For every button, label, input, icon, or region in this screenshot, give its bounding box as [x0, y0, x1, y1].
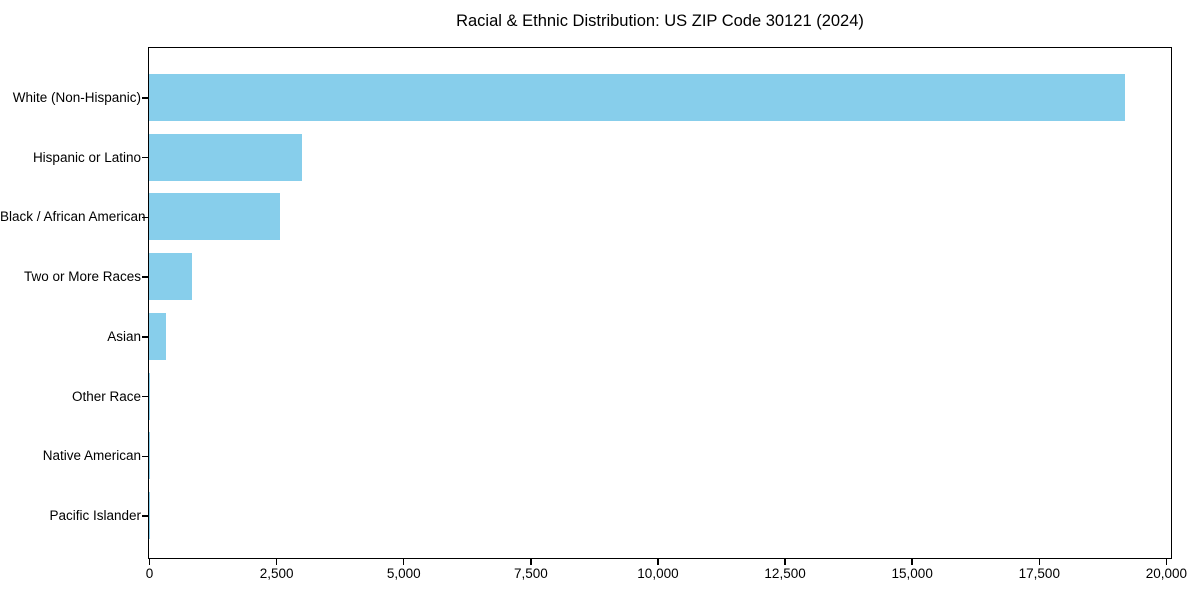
x-tick-mark [784, 559, 786, 565]
x-tick-mark [275, 559, 278, 565]
y-tick-label: Asian [107, 328, 141, 344]
x-tick-label: 17,500 [1018, 566, 1060, 581]
x-tick-mark [1165, 559, 1168, 565]
x-tick-mark [402, 559, 405, 565]
x-tick-label: 2,500 [259, 566, 294, 581]
y-tick-mark [141, 395, 148, 398]
y-tick-mark [141, 455, 148, 458]
bar-two-or-more-races [149, 253, 193, 301]
bar-black-african-american [149, 193, 281, 241]
y-tick-mark [141, 336, 148, 338]
bar-other-race [149, 372, 151, 420]
x-tick-label: 15,000 [891, 566, 933, 581]
y-tick-label: Other Race [71, 388, 141, 404]
x-tick-label: 20,000 [1145, 566, 1188, 581]
x-tick-label: 5,000 [386, 566, 421, 581]
x-tick-label: 7,500 [513, 566, 548, 581]
x-tick-mark [1038, 559, 1041, 565]
bar-asian [149, 312, 166, 360]
bar-white-non-hispanic [149, 73, 1126, 121]
bar-hispanic-or-latino [149, 133, 303, 181]
x-tick-mark [911, 559, 913, 565]
x-tick-label: 10,000 [637, 566, 679, 581]
x-tick-label: 12,500 [764, 566, 806, 581]
y-tick-label: Two or More Races [23, 269, 141, 285]
y-tick-label: Native American [42, 448, 141, 464]
x-tick-mark [657, 559, 659, 565]
y-tick-label: Pacific Islander [49, 508, 141, 524]
y-tick-mark [141, 276, 148, 278]
y-tick-mark [141, 97, 148, 99]
x-tick-label: 0 [145, 566, 154, 581]
x-tick-mark [530, 559, 532, 565]
y-tick-mark [141, 515, 148, 517]
plot-area [148, 47, 1172, 559]
y-tick-label: Hispanic or Latino [32, 149, 141, 165]
bar-native-american [149, 432, 150, 480]
x-tick-mark [148, 559, 151, 565]
y-tick-mark [141, 156, 148, 159]
y-tick-label: Black / African American [0, 209, 146, 225]
y-tick-mark [141, 216, 148, 219]
chart-title: Racial & Ethnic Distribution: US ZIP Cod… [456, 12, 864, 30]
y-tick-label: White (Non-Hispanic) [12, 89, 141, 105]
